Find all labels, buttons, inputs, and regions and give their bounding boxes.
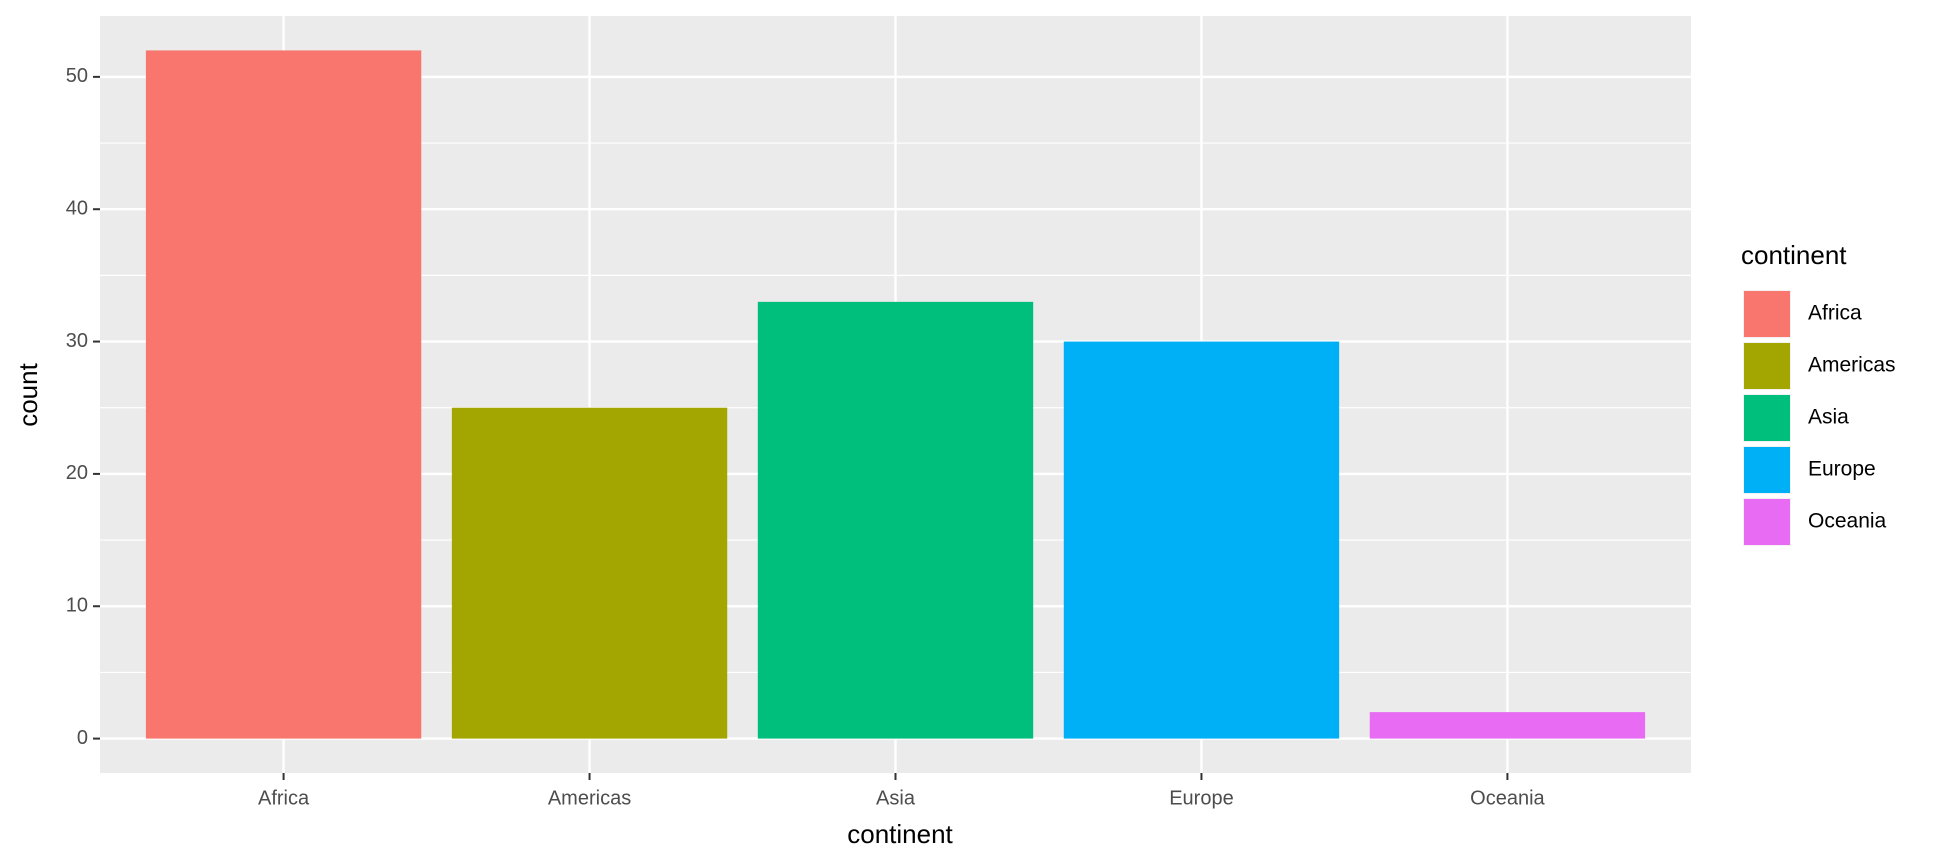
legend-swatch <box>1744 343 1790 389</box>
y-tick-label: 30 <box>66 330 88 352</box>
bar <box>451 407 728 739</box>
y-axis-title: count <box>13 362 43 426</box>
x-tick-label: Africa <box>258 787 310 809</box>
y-tick-label: 20 <box>66 462 88 484</box>
legend-swatch <box>1744 395 1790 441</box>
legend-swatch <box>1744 447 1790 493</box>
legend-label: Asia <box>1808 406 1849 429</box>
x-tick-label: Europe <box>1169 787 1234 809</box>
y-tick-label: 0 <box>77 727 88 749</box>
legend-label: Oceania <box>1808 510 1887 533</box>
legend-label: Europe <box>1808 458 1876 481</box>
legend-title: continent <box>1741 240 1847 270</box>
x-axis-title: continent <box>847 819 953 849</box>
x-tick-label: Asia <box>876 787 916 809</box>
legend-swatch <box>1744 499 1790 545</box>
legend-swatch <box>1744 291 1790 337</box>
x-tick-label: Oceania <box>1470 787 1545 809</box>
bar <box>1063 341 1340 739</box>
bar <box>1369 712 1646 739</box>
legend-label: Americas <box>1808 354 1896 377</box>
bar <box>757 301 1034 739</box>
legend-label: Africa <box>1808 302 1862 325</box>
y-tick-label: 50 <box>66 65 88 87</box>
x-tick-label: Americas <box>548 787 631 809</box>
y-tick-label: 40 <box>66 198 88 220</box>
bar <box>145 50 422 739</box>
y-tick-label: 10 <box>66 595 88 617</box>
